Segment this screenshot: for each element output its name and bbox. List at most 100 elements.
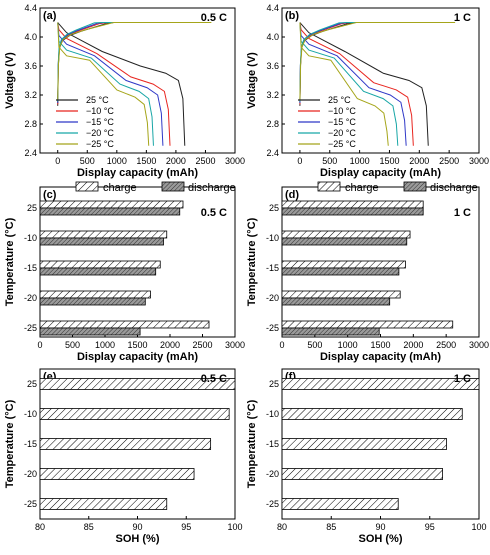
soh-bar [39, 438, 212, 450]
panel-f: (f) SOH (%) Temperature (°C) 80 85 90 95 100 25 -… [246, 368, 487, 545]
x-tick-label: 1500 [379, 156, 399, 166]
discharge-bar [39, 297, 146, 306]
y-axis-title: Temperature (°C) [246, 217, 258, 306]
panel-letter: (f) [285, 371, 296, 383]
y-tick-label: 4.4 [266, 3, 279, 13]
charge-curve [57, 22, 173, 105]
panel-letter: (a) [43, 10, 57, 22]
charge-bar [39, 200, 184, 209]
y-tick-label: 2.4 [24, 148, 37, 158]
x-tick-label: 2500 [439, 156, 459, 166]
soh-bar [281, 468, 443, 480]
discharge-bar [281, 267, 400, 276]
legend-label: charge [103, 182, 137, 194]
legend-swatch [161, 181, 185, 192]
x-tick-label: 3000 [469, 156, 489, 166]
charge-bar [39, 290, 151, 299]
discharge-curve [57, 22, 154, 146]
y-tick-label: -10 [266, 233, 279, 243]
plot-frame [281, 7, 480, 154]
x-tick-label: 95 [181, 522, 191, 532]
y-axis-title: Temperature (°C) [246, 399, 258, 488]
legend-swatch [317, 181, 341, 192]
legend-label: discharge [430, 182, 478, 194]
y-tick-label: 3.6 [24, 61, 37, 71]
x-tick-label: 85 [326, 522, 336, 532]
x-tick-label: 2000 [403, 340, 423, 350]
charge-curve [57, 22, 168, 103]
y-axis-title: Voltage (V) [4, 52, 16, 109]
soh-bar [39, 408, 230, 420]
legend-label: −15 °C [86, 117, 114, 127]
panel-a: (a) Display capacity (mAh) Voltage (V) 0 500… [4, 3, 245, 179]
x-tick-label: 100 [471, 522, 486, 532]
discharge-bar [281, 237, 408, 246]
discharge-bar [281, 327, 380, 336]
y-tick-label: -25 [266, 323, 279, 333]
legend-label: discharge [188, 182, 236, 194]
panel-letter: (c) [43, 189, 57, 201]
charge-bar [281, 290, 401, 299]
legend-label: −20 °C [328, 128, 356, 138]
charge-curve [299, 22, 456, 101]
charge-bar [39, 230, 168, 239]
legend-label: −25 °C [328, 139, 356, 149]
y-tick-label: -15 [266, 439, 279, 449]
x-tick-label: 1500 [136, 156, 156, 166]
legend-label: −10 °C [328, 106, 356, 116]
discharge-curve [299, 22, 407, 146]
y-tick-label: 2.8 [266, 119, 279, 129]
panel-letter: (d) [285, 189, 299, 201]
x-tick-label: 2000 [409, 156, 429, 166]
x-tick-label: 2000 [166, 156, 186, 166]
legend-label: −10 °C [86, 106, 114, 116]
legend-label: charge [345, 182, 379, 194]
y-tick-label: -20 [266, 469, 279, 479]
soh-bar [39, 498, 168, 510]
x-tick-label: 1000 [95, 340, 115, 350]
charge-bar [281, 260, 406, 269]
soh-bar [39, 378, 236, 390]
x-tick-label: 2500 [192, 340, 212, 350]
discharge-curve [299, 22, 429, 146]
legend-label: −20 °C [86, 128, 114, 138]
y-tick-label: 4.4 [24, 3, 37, 13]
rate-label: 1 C [454, 207, 471, 219]
y-axis-title: Voltage (V) [246, 52, 258, 109]
x-tick-label: 80 [35, 522, 45, 532]
y-axis-title: Temperature (°C) [4, 217, 16, 306]
panel-e: (e)SOH (%)Temperature (°C)80 85 90 95 10025-… [4, 368, 243, 545]
x-tick-label: 0 [37, 340, 42, 350]
discharge-curve [57, 22, 186, 146]
charge-bar [281, 320, 454, 329]
y-tick-label: -15 [266, 263, 279, 273]
discharge-curve [57, 22, 171, 146]
x-axis-title: Display capacity (mAh) [320, 351, 441, 363]
x-tick-label: 80 [277, 522, 287, 532]
y-tick-label: 4.0 [266, 32, 279, 42]
x-tick-label: 0 [55, 156, 60, 166]
charge-curve [57, 22, 212, 101]
legend-swatch [75, 181, 99, 192]
charge-bar [39, 260, 161, 269]
y-tick-label: 25 [27, 379, 37, 389]
x-tick-label: 500 [65, 340, 80, 350]
x-tick-label: 3000 [225, 340, 245, 350]
x-tick-label: 1000 [107, 156, 127, 166]
y-tick-label: 4.0 [24, 32, 37, 42]
discharge-bar [281, 297, 391, 306]
panel-letter: (b) [285, 10, 299, 22]
x-tick-label: 100 [227, 522, 242, 532]
y-tick-label: -25 [24, 499, 37, 509]
x-axis-title: Display capacity (mAh) [77, 351, 198, 363]
x-axis-title: Display capacity (mAh) [77, 167, 198, 179]
x-axis-title: SOH (%) [359, 533, 403, 545]
x-axis-title: Display capacity (mAh) [320, 167, 441, 179]
x-tick-label: 1000 [350, 156, 370, 166]
rate-label: 0.5 C [201, 207, 227, 219]
x-tick-label: 90 [132, 522, 142, 532]
x-tick-label: 1500 [127, 340, 147, 350]
y-tick-label: 3.2 [24, 90, 37, 100]
panel-d: (d) Display capacity (mAh) Temperature (°C… [246, 181, 489, 363]
